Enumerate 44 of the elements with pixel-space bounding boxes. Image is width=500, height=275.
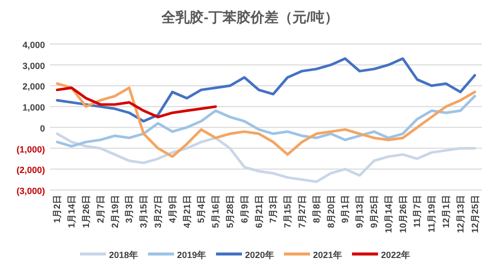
x-tick-label: 1月2日 (52, 195, 62, 224)
x-tick-label: 11月7日 (412, 195, 422, 228)
legend-label: 2018年 (109, 250, 138, 260)
y-tick-label: 0 (40, 123, 45, 134)
x-tick-label: 4月9日 (167, 195, 178, 224)
chart-title: 全乳胶-丁苯胶价差（元/吨） (160, 9, 338, 25)
x-tick-label: 7月3日 (268, 195, 278, 224)
x-tick-label: 5月28日 (225, 195, 235, 228)
x-tick-label: 2月19日 (110, 195, 120, 228)
x-tick-label: 6月21日 (254, 195, 264, 228)
x-tick-label: 10月14日 (383, 195, 394, 234)
y-tick-label: 2,000 (22, 82, 45, 92)
x-tick-label: 9月25日 (369, 195, 379, 228)
y-tick-label: (1,000) (16, 144, 45, 154)
x-tick-label: 2月7日 (95, 195, 106, 224)
x-tick-label: 12月1日 (441, 195, 451, 228)
x-tick-label: 5月16日 (210, 195, 221, 228)
legend-label: 2021年 (313, 250, 342, 260)
x-tick-label: 1月26日 (81, 195, 91, 228)
x-tick-label: 3月27日 (153, 195, 163, 228)
x-tick-label: 1月14日 (66, 195, 77, 228)
x-tick-label: 7月15日 (282, 195, 293, 228)
x-tick-label: 6月9日 (239, 195, 250, 224)
y-tick-label: 1,000 (22, 102, 45, 113)
x-tick-label: 8月8日 (311, 195, 322, 224)
x-tick-label: 9月13日 (354, 195, 365, 228)
x-tick-label: 7月27日 (297, 195, 307, 228)
x-tick-label: 11月19日 (426, 195, 437, 233)
x-tick-label: 3月15日 (138, 195, 149, 228)
x-tick-label: 8月20日 (326, 195, 336, 228)
x-tick-label: 4月21日 (182, 195, 192, 228)
x-tick-label: 5月4日 (196, 195, 206, 224)
y-tick-label: (3,000) (16, 186, 45, 196)
legend-label: 2019年 (177, 250, 206, 260)
legend-label: 2020年 (245, 250, 274, 260)
x-tick-label: 12月13日 (455, 195, 466, 234)
y-tick-label: 4,000 (22, 40, 45, 50)
x-tick-label: 10月26日 (398, 195, 408, 234)
x-tick-label: 3月3日 (124, 195, 134, 224)
y-tick-label: (2,000) (16, 165, 45, 176)
legend-label: 2022年 (381, 250, 410, 260)
x-tick-label: 9月1日 (340, 195, 350, 224)
x-tick-label: 12月25日 (470, 195, 480, 234)
y-tick-label: 3,000 (22, 60, 45, 71)
